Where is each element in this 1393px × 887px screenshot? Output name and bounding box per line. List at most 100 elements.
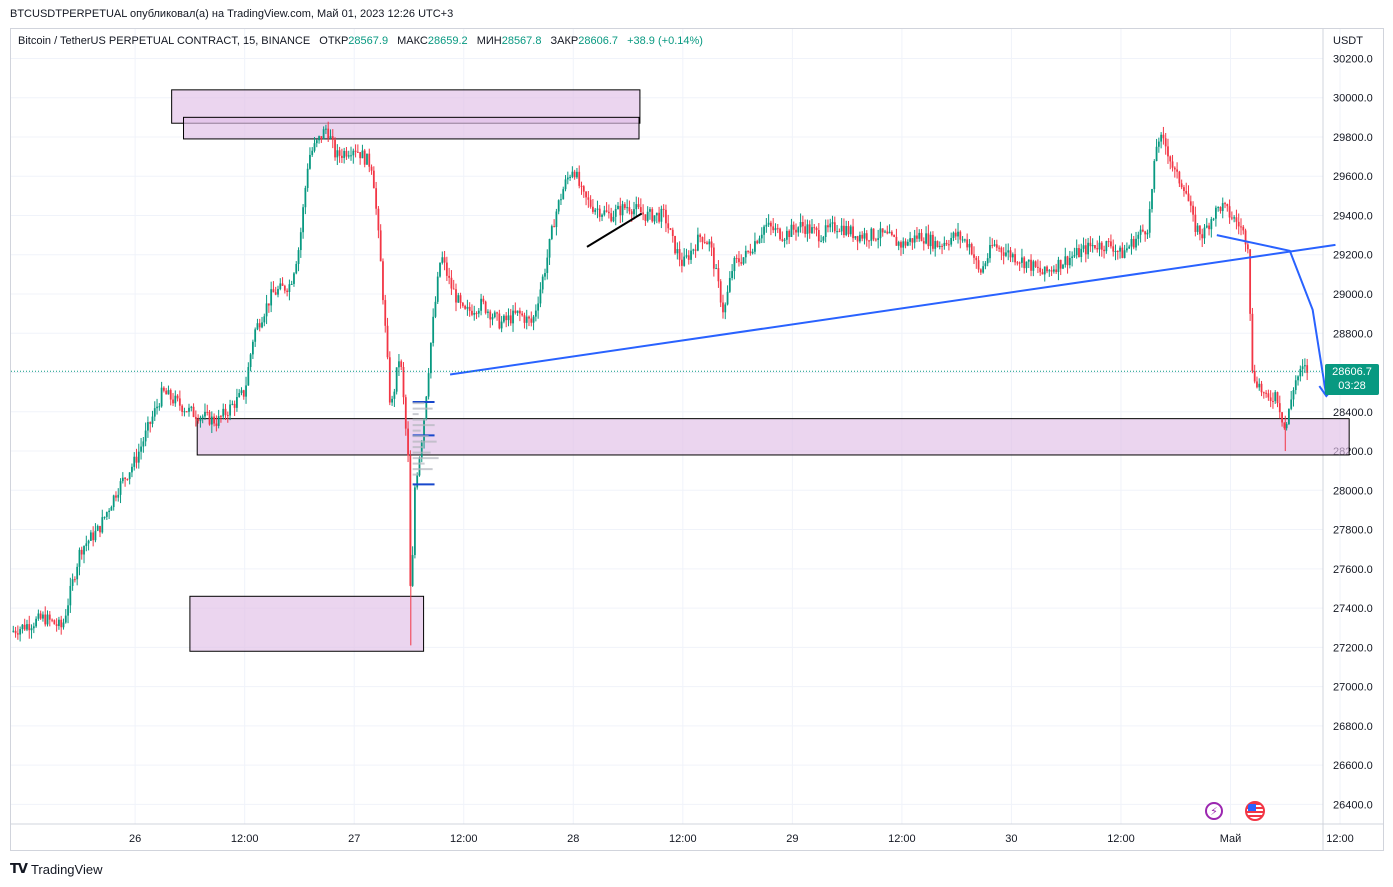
candle-body xyxy=(1169,156,1172,162)
candle-body xyxy=(1116,251,1119,253)
candle-body xyxy=(92,532,95,541)
candle-body xyxy=(489,311,492,320)
lightning-icon[interactable]: ⚡ xyxy=(1205,802,1223,820)
candle-body xyxy=(893,234,896,237)
candle-body xyxy=(169,390,172,400)
price-tick-label: 27000.0 xyxy=(1333,682,1373,694)
candle-body xyxy=(792,224,795,230)
candle-body xyxy=(639,207,642,213)
candle-body xyxy=(1043,266,1046,275)
candle-body xyxy=(370,166,373,171)
candle-body xyxy=(131,466,133,473)
candle-body xyxy=(78,549,81,567)
tradingview-footer[interactable]: 𝗧𝗩 TradingView xyxy=(10,861,102,877)
time-tick-label: 12:00 xyxy=(1107,833,1135,845)
candle-body xyxy=(849,226,852,235)
candle-body xyxy=(1267,393,1270,398)
candle-body xyxy=(831,222,834,224)
candle-body xyxy=(776,228,779,230)
candle-body xyxy=(466,306,469,309)
candle-body xyxy=(1189,201,1192,206)
candle-body xyxy=(493,312,496,318)
candle-body xyxy=(30,628,33,631)
candle-body xyxy=(176,395,179,399)
candle-body xyxy=(929,234,932,247)
candle-body xyxy=(539,289,542,304)
candle-body xyxy=(790,224,793,237)
candle-body xyxy=(740,262,743,264)
candle-body xyxy=(621,204,624,216)
candle-body xyxy=(1000,247,1003,253)
candle-body xyxy=(966,239,969,248)
candle-body xyxy=(1091,245,1094,247)
candle-body xyxy=(516,310,519,313)
candle-body xyxy=(911,238,914,243)
price-tick-label: 27800.0 xyxy=(1333,525,1373,537)
candle-body xyxy=(1016,262,1019,264)
candle-body xyxy=(886,231,889,234)
time-tick-label: 12:00 xyxy=(450,833,478,845)
candle-body xyxy=(708,241,711,245)
candle-body xyxy=(452,288,455,290)
candle-body xyxy=(580,185,583,187)
candle-body xyxy=(83,546,85,555)
candle-body xyxy=(475,313,478,315)
change-value: +38.9 (+0.14%) xyxy=(627,35,703,47)
candle-body xyxy=(309,154,311,169)
candle-body xyxy=(767,222,770,225)
candle-body xyxy=(363,150,366,165)
candle-body xyxy=(1119,247,1121,252)
price-tick-label: 27600.0 xyxy=(1333,564,1373,576)
candle-body xyxy=(302,207,304,233)
currency-label[interactable]: USDT xyxy=(1333,35,1363,47)
trendline xyxy=(449,243,1336,376)
candle-body xyxy=(984,263,987,267)
candle-body xyxy=(443,257,446,263)
candle-body xyxy=(44,614,47,625)
candle-body xyxy=(1123,250,1126,258)
candle-body xyxy=(785,230,788,240)
candle-body xyxy=(1112,246,1115,252)
candle-body xyxy=(60,619,63,628)
candle-body xyxy=(1125,248,1128,251)
candle-body xyxy=(507,315,510,321)
candle-body xyxy=(1240,226,1242,228)
candle-body xyxy=(1153,161,1156,190)
us-flag-icon[interactable] xyxy=(1245,801,1265,821)
candle-body xyxy=(142,441,145,447)
candle-body xyxy=(354,150,357,152)
candle-body xyxy=(418,457,421,476)
candle-body xyxy=(429,342,432,374)
candle-body xyxy=(1185,190,1188,194)
candle-body xyxy=(817,230,820,242)
candle-body xyxy=(952,232,955,239)
candle-body xyxy=(610,213,613,222)
candle-body xyxy=(1290,399,1293,409)
candle-body xyxy=(105,512,108,517)
candle-body xyxy=(448,275,451,278)
candle-body xyxy=(1299,369,1302,377)
candle-body xyxy=(1285,424,1288,429)
candle-body xyxy=(555,211,558,228)
candle-body xyxy=(71,579,74,586)
symbol-title: Bitcoin / TetherUS PERPETUAL CONTRACT, 1… xyxy=(18,35,311,47)
candle-body xyxy=(655,212,658,216)
candle-body xyxy=(856,236,859,242)
candle-body xyxy=(868,240,870,242)
candle-body xyxy=(256,323,259,330)
candle-body xyxy=(941,245,943,247)
candle-body xyxy=(231,403,234,405)
candle-body xyxy=(1087,242,1090,255)
candle-body xyxy=(1052,269,1055,272)
candle-body xyxy=(1103,249,1105,252)
candle-body xyxy=(121,477,124,482)
candle-body xyxy=(299,232,302,251)
candle-body xyxy=(820,240,823,242)
candle-body xyxy=(1036,266,1039,268)
candle-body xyxy=(628,207,631,212)
candle-body xyxy=(699,234,702,238)
candle-body xyxy=(865,233,868,241)
candle-body xyxy=(1183,187,1185,191)
candle-body xyxy=(512,310,514,324)
